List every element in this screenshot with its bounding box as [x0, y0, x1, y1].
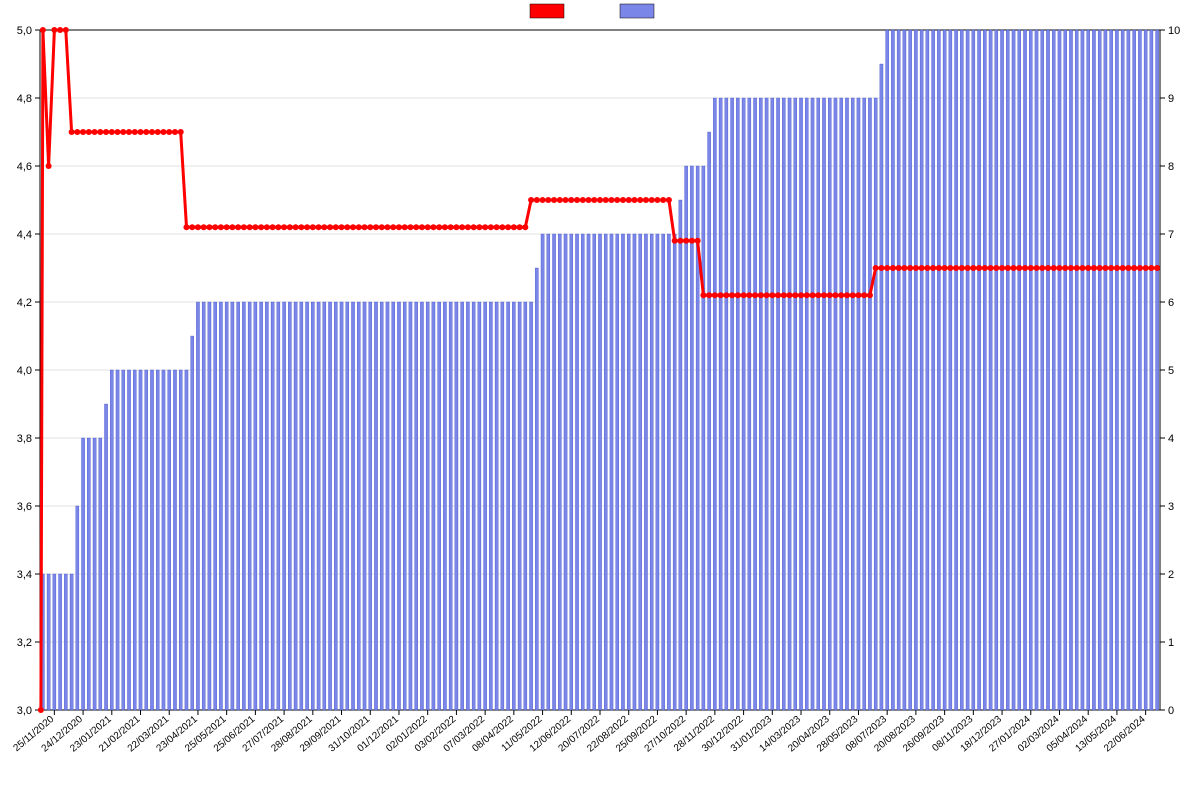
bar-series: [41, 30, 1158, 710]
y-left-tick-label: 5,0: [17, 25, 32, 37]
y-left-tick-label: 3,8: [17, 433, 32, 445]
y-right-tick-label: 6: [1168, 297, 1174, 309]
y-right-tick-label: 8: [1168, 161, 1174, 173]
y-left-tick-label: 4,2: [17, 297, 32, 309]
y-right-tick-label: 5: [1168, 365, 1174, 377]
y-left-tick-label: 3,2: [17, 637, 32, 649]
y-right-tick-label: 9: [1168, 93, 1174, 105]
y-right-tick-label: 2: [1168, 569, 1174, 581]
legend-swatch-line: [530, 4, 564, 18]
y-right-tick-label: 10: [1168, 25, 1180, 37]
y-right-tick-label: 7: [1168, 229, 1174, 241]
y-right-tick-label: 3: [1168, 501, 1174, 513]
y-left-tick-label: 4,0: [17, 365, 32, 377]
legend-swatch-bar: [620, 4, 654, 18]
y-left-tick-label: 4,6: [17, 161, 32, 173]
combo-chart: 3,0 3,2 3,4 3,6 3,8 4,0 4,2 4,4 4,6 4,8 5,0 0 1 2 3 4 5 6…: [0, 0, 1200, 800]
y-left-tick-label: 3,6: [17, 501, 32, 513]
y-left-tick-label: 3,4: [17, 569, 32, 581]
y-left-tick-label: 4,8: [17, 93, 32, 105]
y-right-tick-label: 0: [1168, 705, 1174, 717]
y-right-tick-label: 4: [1168, 433, 1174, 445]
y-right-tick-label: 1: [1168, 637, 1174, 649]
y-left-tick-label: 4,4: [17, 229, 32, 241]
y-left-tick-label: 3,0: [17, 705, 32, 717]
